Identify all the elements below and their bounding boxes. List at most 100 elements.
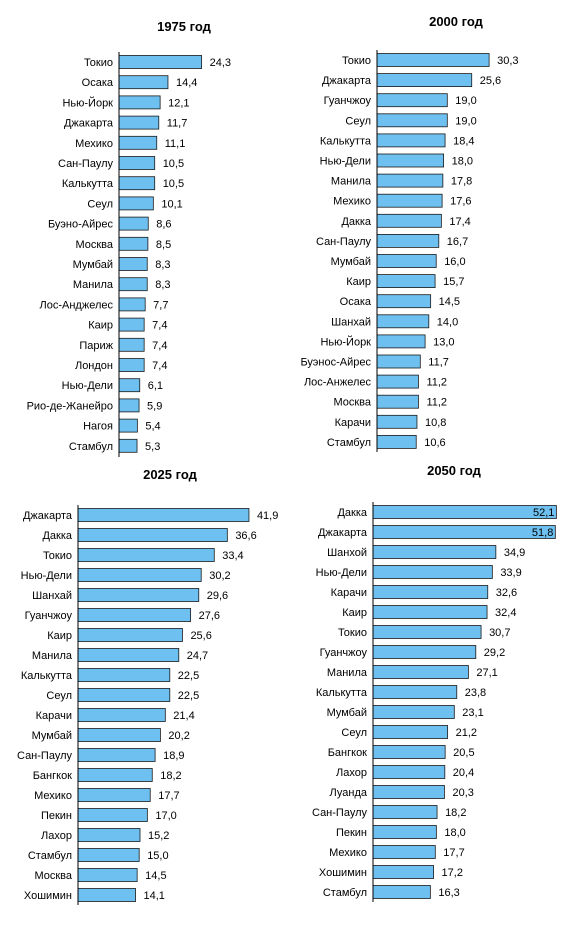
category-label: Мумбай	[32, 730, 72, 742]
category-label: Сан-Паулу	[316, 236, 372, 248]
category-label: Стамбул	[327, 437, 371, 449]
value-label: 12,1	[168, 97, 189, 109]
category-label: Нью-Йорк	[62, 96, 113, 109]
bar	[376, 193, 443, 208]
value-label: 36,6	[235, 530, 256, 542]
value-label: 11,2	[426, 377, 447, 389]
value-label: 20,3	[452, 787, 473, 799]
value-label: 11,7	[428, 357, 449, 369]
bar	[372, 505, 557, 519]
bar	[118, 337, 145, 352]
bar	[77, 528, 228, 542]
category-label: Каир	[88, 320, 113, 332]
bar	[118, 297, 146, 312]
category-label: Хошимин	[24, 890, 72, 902]
bar	[77, 768, 153, 782]
bar	[77, 628, 183, 642]
chart-title: 2000 год	[429, 14, 484, 29]
category-label: Москва	[34, 870, 72, 882]
bar	[118, 135, 158, 150]
value-label: 20,5	[453, 747, 474, 759]
value-label: 17,8	[451, 176, 472, 188]
bar	[372, 605, 488, 619]
value-label: 18,0	[452, 156, 473, 168]
value-label: 11,7	[167, 118, 188, 130]
value-label: 17,6	[450, 196, 471, 208]
bar	[77, 608, 192, 622]
value-label: 25,6	[480, 75, 501, 87]
bar	[372, 885, 431, 899]
category-label: Буэнос-Айрес	[300, 357, 371, 369]
value-label: 29,6	[207, 590, 228, 602]
value-label: 15,7	[443, 276, 464, 288]
category-label: Лахор	[336, 767, 367, 779]
value-label: 41,9	[257, 510, 278, 522]
bar	[376, 254, 437, 268]
value-label: 18,4	[453, 135, 474, 147]
category-label: Гуанчжоу	[324, 95, 372, 107]
value-label: 7,4	[152, 360, 167, 372]
value-label: 8,5	[156, 239, 171, 251]
category-label: Калькутта	[316, 687, 368, 699]
value-label: 14,5	[145, 870, 166, 882]
bar	[372, 685, 458, 699]
bar	[118, 317, 145, 332]
category-label: Мумбай	[73, 259, 113, 271]
bar	[376, 434, 417, 449]
category-label: Токио	[342, 55, 371, 67]
value-label: 23,8	[465, 687, 486, 699]
bar	[118, 75, 169, 90]
bar	[376, 414, 418, 429]
value-label: 29,2	[484, 647, 505, 659]
value-label: 19,0	[455, 115, 476, 127]
bar	[77, 648, 180, 662]
bar	[77, 708, 166, 722]
category-label: Буэно-Айрес	[48, 219, 114, 231]
value-label: 8,3	[155, 259, 170, 271]
category-label: Стамбул	[69, 441, 113, 453]
value-label: 51,8	[532, 527, 553, 539]
value-label: 13,0	[433, 336, 454, 348]
value-label: 18,2	[445, 807, 466, 819]
value-label: 10,6	[424, 437, 445, 449]
value-label: 23,1	[462, 707, 483, 719]
category-label: Гуанчжоу	[320, 647, 368, 659]
category-label: Стамбул	[28, 850, 72, 862]
value-label: 10,5	[163, 178, 184, 190]
bar	[118, 55, 203, 69]
value-label: 11,2	[426, 397, 447, 409]
chart-title: 1975 год	[157, 19, 212, 34]
category-label: Хошимин	[319, 867, 367, 879]
value-label: 27,1	[476, 667, 497, 679]
value-label: 34,9	[504, 547, 525, 559]
bar	[372, 665, 469, 679]
value-label: 14,0	[437, 316, 458, 328]
value-label: 22,5	[178, 670, 199, 682]
category-label: Шанхай	[32, 590, 72, 602]
category-label: Лос-Анджелес	[40, 299, 114, 311]
category-label: Токио	[338, 627, 367, 639]
bar	[118, 358, 145, 372]
value-label: 17,0	[155, 810, 176, 822]
bar	[376, 294, 432, 309]
bar	[118, 418, 138, 433]
bar	[77, 828, 141, 842]
category-label: Москва	[75, 239, 113, 251]
value-label: 14,1	[144, 890, 165, 902]
bar	[376, 374, 419, 389]
bar	[372, 705, 455, 719]
category-label: Джакарта	[64, 118, 114, 130]
bar	[376, 334, 426, 349]
value-label: 30,7	[489, 627, 510, 639]
bar	[376, 133, 446, 148]
category-label: Сеул	[345, 115, 371, 127]
bar	[372, 625, 482, 639]
bar	[372, 805, 438, 819]
category-label: Каир	[342, 607, 367, 619]
category-label: Сан-Паулу	[58, 158, 114, 170]
value-label: 21,4	[173, 710, 194, 722]
value-label: 20,2	[168, 730, 189, 742]
value-label: 7,4	[152, 340, 167, 352]
category-label: Манила	[32, 650, 73, 662]
category-label: Нью-Дели	[21, 570, 72, 582]
